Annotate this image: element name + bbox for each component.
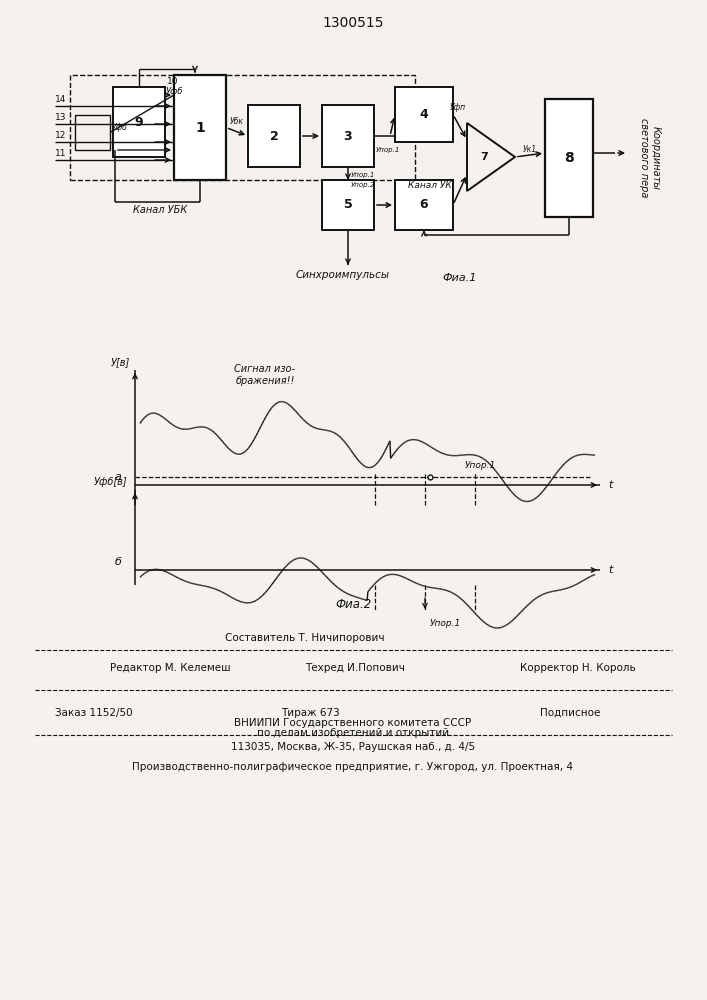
Bar — [322, 180, 374, 230]
Bar — [75, 115, 110, 150]
Text: Тираж 673: Тираж 673 — [281, 708, 339, 718]
Text: 4: 4 — [420, 108, 428, 121]
Text: Корректор Н. Король: Корректор Н. Король — [520, 663, 636, 673]
Text: 6: 6 — [420, 198, 428, 212]
Text: t: t — [608, 565, 612, 575]
Text: 5: 5 — [344, 198, 352, 212]
Text: 7: 7 — [480, 152, 488, 162]
Text: Уфб[в]: Уфб[в] — [93, 477, 127, 487]
Text: Составитель Т. Ничипорович: Составитель Т. Ничипорович — [226, 633, 385, 643]
Text: Упор.2: Упор.2 — [351, 182, 375, 188]
Text: 14: 14 — [55, 96, 66, 104]
Text: Подписное: Подписное — [540, 708, 600, 718]
Text: Заказ 1152/50: Заказ 1152/50 — [55, 708, 133, 718]
Text: 1300515: 1300515 — [322, 16, 384, 30]
Bar — [248, 105, 300, 167]
Text: Сигнал изо-
бражения!!: Сигнал изо- бражения!! — [235, 364, 296, 386]
Text: Упор.1: Упор.1 — [351, 172, 375, 178]
Text: Упор.1: Упор.1 — [376, 147, 400, 153]
Bar — [70, 75, 415, 180]
Text: Фиа.2: Фиа.2 — [335, 598, 371, 611]
Text: б: б — [115, 557, 122, 567]
Text: а: а — [115, 472, 122, 482]
Text: 8: 8 — [564, 151, 574, 165]
Text: Канал УБК: Канал УБК — [133, 205, 187, 215]
Bar — [545, 99, 593, 217]
Text: Уфб: Уфб — [166, 87, 183, 96]
Bar — [395, 87, 453, 142]
Text: 12: 12 — [55, 131, 66, 140]
Bar — [174, 75, 226, 180]
Text: 13: 13 — [55, 113, 66, 122]
Text: У[в]: У[в] — [111, 357, 130, 367]
Text: 3: 3 — [344, 129, 352, 142]
Text: Упор.1: Упор.1 — [430, 618, 461, 628]
Text: Убк: Убк — [230, 117, 244, 126]
Text: 11: 11 — [55, 149, 66, 158]
Text: 1: 1 — [195, 120, 205, 134]
Text: Уфп: Уфп — [450, 103, 466, 112]
Bar — [395, 180, 453, 230]
Text: Канал УК: Канал УК — [408, 182, 452, 190]
Text: 113035, Москва, Ж-35, Раушская наб., д. 4/5: 113035, Москва, Ж-35, Раушская наб., д. … — [231, 742, 475, 752]
Text: 9: 9 — [135, 115, 144, 128]
Bar — [322, 105, 374, 167]
Text: Производственно-полиграфическое предприятие, г. Ужгород, ул. Проектная, 4: Производственно-полиграфическое предприя… — [132, 762, 573, 772]
Text: Синхроимпульсы: Синхроимпульсы — [296, 270, 390, 280]
Text: 2: 2 — [269, 129, 279, 142]
Text: Уфб: Уфб — [112, 123, 128, 132]
Text: Фиа.1: Фиа.1 — [443, 273, 477, 283]
Text: по делам изобретений и открытий: по делам изобретений и открытий — [257, 728, 449, 738]
Text: Упор.1: Упор.1 — [465, 460, 496, 470]
Text: Редактор М. Келемеш: Редактор М. Келемеш — [110, 663, 230, 673]
Text: 10: 10 — [167, 78, 178, 87]
Text: Координаты
светового пера: Координаты светового пера — [639, 118, 661, 198]
Bar — [113, 87, 165, 157]
Text: ВНИИПИ Государственного комитета СССР: ВНИИПИ Государственного комитета СССР — [235, 718, 472, 728]
Text: Ук1: Ук1 — [523, 144, 537, 153]
Text: t: t — [608, 480, 612, 490]
Text: Техред И.Попович: Техред И.Попович — [305, 663, 405, 673]
